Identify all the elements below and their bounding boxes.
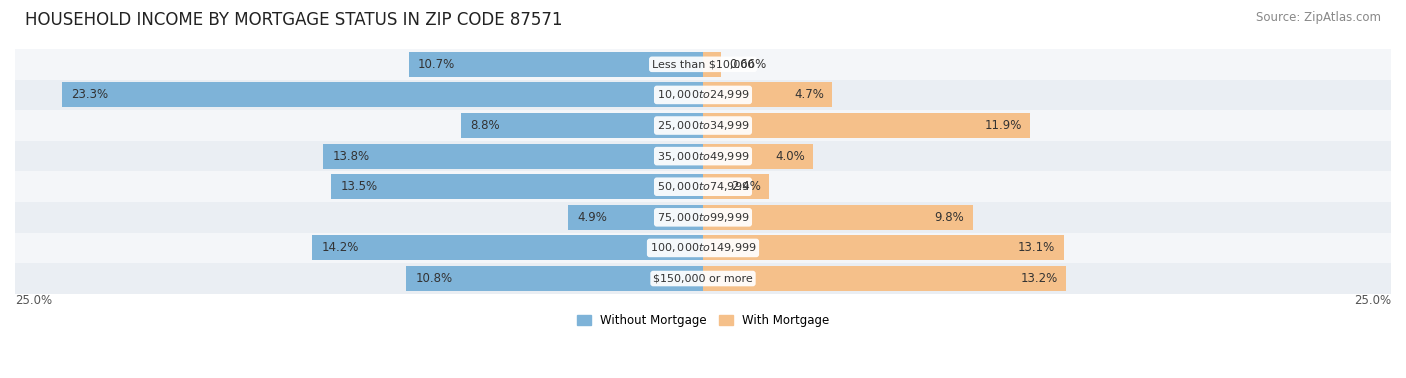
Text: 13.1%: 13.1% bbox=[1018, 242, 1056, 254]
Text: 9.8%: 9.8% bbox=[935, 211, 965, 224]
Text: 0.66%: 0.66% bbox=[730, 58, 766, 71]
Text: 25.0%: 25.0% bbox=[1354, 294, 1391, 307]
Bar bbox=[15, 110, 1391, 141]
Bar bbox=[703, 205, 973, 230]
Bar bbox=[323, 144, 703, 169]
Text: 11.9%: 11.9% bbox=[984, 119, 1022, 132]
Text: Less than $10,000: Less than $10,000 bbox=[652, 59, 754, 69]
Text: $100,000 to $149,999: $100,000 to $149,999 bbox=[650, 242, 756, 254]
Bar bbox=[703, 52, 721, 77]
Bar bbox=[409, 52, 703, 77]
Text: $35,000 to $49,999: $35,000 to $49,999 bbox=[657, 150, 749, 163]
Bar bbox=[15, 80, 1391, 110]
Bar bbox=[15, 172, 1391, 202]
Text: 4.9%: 4.9% bbox=[578, 211, 607, 224]
Text: 2.4%: 2.4% bbox=[731, 180, 761, 193]
Bar bbox=[406, 266, 703, 291]
Bar bbox=[568, 205, 703, 230]
Text: 10.7%: 10.7% bbox=[418, 58, 456, 71]
Bar bbox=[703, 144, 813, 169]
Bar bbox=[312, 235, 703, 260]
Text: 13.5%: 13.5% bbox=[342, 180, 378, 193]
Text: 8.8%: 8.8% bbox=[471, 119, 501, 132]
Bar bbox=[62, 82, 703, 107]
Bar bbox=[332, 174, 703, 199]
Legend: Without Mortgage, With Mortgage: Without Mortgage, With Mortgage bbox=[572, 310, 834, 332]
Text: $10,000 to $24,999: $10,000 to $24,999 bbox=[657, 88, 749, 101]
Text: HOUSEHOLD INCOME BY MORTGAGE STATUS IN ZIP CODE 87571: HOUSEHOLD INCOME BY MORTGAGE STATUS IN Z… bbox=[25, 11, 562, 29]
Bar bbox=[461, 113, 703, 138]
Text: 23.3%: 23.3% bbox=[72, 88, 108, 101]
Bar bbox=[15, 49, 1391, 80]
Bar bbox=[15, 141, 1391, 172]
Bar bbox=[703, 266, 1066, 291]
Text: $25,000 to $34,999: $25,000 to $34,999 bbox=[657, 119, 749, 132]
Bar bbox=[15, 263, 1391, 294]
Text: 10.8%: 10.8% bbox=[415, 272, 453, 285]
Bar bbox=[703, 174, 769, 199]
Text: Source: ZipAtlas.com: Source: ZipAtlas.com bbox=[1256, 11, 1381, 24]
Text: 4.7%: 4.7% bbox=[794, 88, 824, 101]
Text: 14.2%: 14.2% bbox=[322, 242, 359, 254]
Bar bbox=[15, 202, 1391, 232]
Bar bbox=[703, 82, 832, 107]
Text: 4.0%: 4.0% bbox=[775, 150, 804, 163]
Text: $50,000 to $74,999: $50,000 to $74,999 bbox=[657, 180, 749, 193]
Text: 13.8%: 13.8% bbox=[333, 150, 370, 163]
Bar bbox=[703, 113, 1031, 138]
Text: 13.2%: 13.2% bbox=[1021, 272, 1057, 285]
Bar bbox=[703, 235, 1063, 260]
Text: 25.0%: 25.0% bbox=[15, 294, 52, 307]
Bar bbox=[15, 232, 1391, 263]
Text: $150,000 or more: $150,000 or more bbox=[654, 274, 752, 284]
Text: $75,000 to $99,999: $75,000 to $99,999 bbox=[657, 211, 749, 224]
